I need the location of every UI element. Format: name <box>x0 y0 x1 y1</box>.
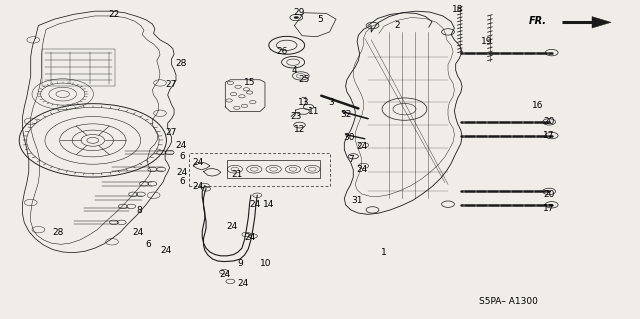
Text: 24: 24 <box>177 168 188 177</box>
Circle shape <box>294 16 299 19</box>
Text: S5PA– A1300: S5PA– A1300 <box>479 297 538 306</box>
Text: 4: 4 <box>292 66 297 75</box>
Text: 24: 24 <box>244 233 255 242</box>
Text: 15: 15 <box>244 78 255 87</box>
Text: 17: 17 <box>543 204 555 213</box>
Text: 24: 24 <box>356 165 367 174</box>
Text: 14: 14 <box>263 200 275 209</box>
Bar <box>227 160 320 178</box>
Text: 29: 29 <box>294 8 305 17</box>
Text: 6: 6 <box>146 240 151 249</box>
Text: 24: 24 <box>175 141 187 150</box>
Text: 27: 27 <box>166 128 177 137</box>
Text: 22: 22 <box>108 10 120 19</box>
Text: 19: 19 <box>481 37 492 46</box>
Text: 3: 3 <box>329 98 334 107</box>
Text: 25: 25 <box>298 75 310 84</box>
Text: 28: 28 <box>52 228 63 237</box>
Text: 11: 11 <box>308 107 319 116</box>
Text: 10: 10 <box>260 259 271 268</box>
Text: FR.: FR. <box>529 16 547 26</box>
Text: 6: 6 <box>180 152 185 161</box>
Text: 31: 31 <box>351 197 363 205</box>
Text: 13: 13 <box>298 98 310 107</box>
Text: 24: 24 <box>237 279 249 288</box>
Bar <box>189 153 330 186</box>
Text: 24: 24 <box>249 200 260 209</box>
Text: 23: 23 <box>290 112 301 121</box>
Text: 24: 24 <box>193 182 204 191</box>
Text: 8: 8 <box>137 206 142 215</box>
Text: 18: 18 <box>452 5 463 14</box>
Text: 17: 17 <box>543 131 555 140</box>
Text: 24: 24 <box>356 142 367 151</box>
Text: 24: 24 <box>220 270 231 279</box>
Text: 24: 24 <box>132 228 143 237</box>
Text: 24: 24 <box>161 246 172 255</box>
Text: 32: 32 <box>340 110 351 119</box>
Text: 21: 21 <box>231 170 243 179</box>
Text: 24: 24 <box>193 158 204 167</box>
Text: 5: 5 <box>317 15 323 24</box>
Text: 9: 9 <box>237 259 243 268</box>
Polygon shape <box>592 17 611 28</box>
Text: 24: 24 <box>226 222 237 231</box>
Bar <box>42 49 115 86</box>
Text: 1: 1 <box>381 248 387 256</box>
Text: 7: 7 <box>348 155 353 164</box>
Text: 12: 12 <box>294 125 305 134</box>
Text: 28: 28 <box>175 59 187 68</box>
Text: 26: 26 <box>276 47 287 56</box>
Text: 6: 6 <box>180 177 185 186</box>
Text: 27: 27 <box>166 80 177 89</box>
Text: 16: 16 <box>532 101 543 110</box>
Text: 20: 20 <box>543 117 555 126</box>
Text: 2: 2 <box>394 21 399 30</box>
Text: 20: 20 <box>543 190 555 199</box>
Text: 30: 30 <box>343 133 355 142</box>
